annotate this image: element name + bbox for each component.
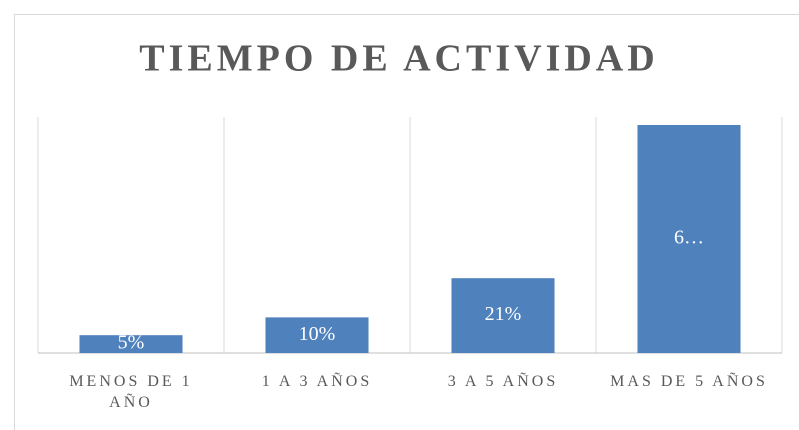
data-label: 6… — [674, 227, 704, 249]
x-tick-label: 3 A 5 AÑOS — [447, 373, 559, 390]
chart-title: TIEMPO DE ACTIVIDAD — [139, 38, 658, 80]
data-label: 10% — [299, 323, 336, 345]
bar — [451, 278, 555, 353]
chart-border — [14, 14, 799, 430]
bar — [79, 335, 183, 353]
x-tick-label: MENOS DE 1 AÑO — [69, 373, 193, 411]
bar — [637, 125, 741, 353]
data-label: 21% — [485, 303, 522, 325]
data-label: 5% — [118, 332, 145, 354]
x-tick-label: 1 A 3 AÑOS — [261, 373, 373, 390]
x-tick-label: MAS DE 5 AÑOS — [610, 373, 768, 390]
bar — [265, 317, 369, 353]
